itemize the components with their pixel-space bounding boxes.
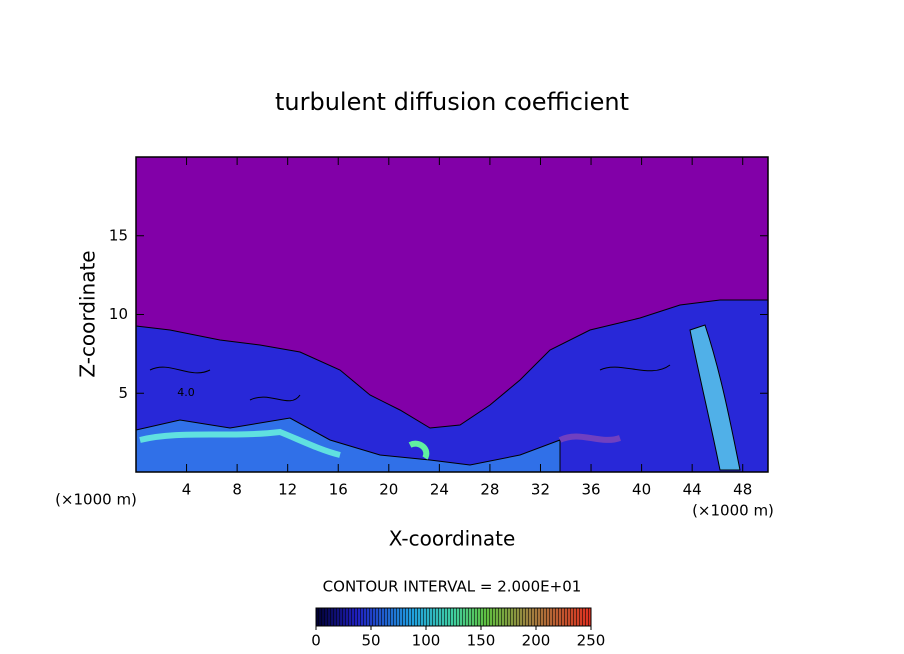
x-tick-label: 32 (531, 481, 550, 499)
contour-interval: CONTOUR INTERVAL = 2.000E+01 (323, 578, 582, 596)
colorbar-tick-label: 100 (412, 632, 441, 650)
x-tick-label: 44 (683, 481, 702, 499)
x-tick-label: 24 (430, 481, 449, 499)
x-tick-label: 12 (278, 481, 297, 499)
chart-title: turbulent diffusion coefficient (275, 88, 629, 116)
colorbar-tick-label: 0 (311, 632, 321, 650)
x-tick-label: 8 (232, 481, 242, 499)
y-tick-label: 15 (109, 226, 128, 244)
colorbar-lines (315, 607, 592, 627)
x-unit: (×1000 m) (692, 502, 774, 520)
x-tick-label: 16 (329, 481, 348, 499)
y-tick-label: 10 (109, 305, 128, 323)
x-axis-label: X-coordinate (389, 527, 516, 551)
x-tick-label: 36 (581, 481, 600, 499)
colorbar-tick-label: 150 (467, 632, 496, 650)
y-tick-label: 5 (118, 384, 128, 402)
x-tick-label: 48 (733, 481, 752, 499)
x-tick-label: 40 (632, 481, 651, 499)
y-unit: (×1000 m) (55, 491, 137, 509)
x-tick-label: 28 (480, 481, 499, 499)
colorbar-tick-label: 250 (577, 632, 606, 650)
x-tick-label: 20 (379, 481, 398, 499)
y-axis-label: Z-coordinate (76, 250, 100, 377)
colorbar-tick-label: 50 (361, 632, 380, 650)
field (136, 157, 768, 472)
contour-label: 4.0 (177, 386, 195, 399)
colorbar-tick-label: 200 (522, 632, 551, 650)
x-tick-label: 4 (182, 481, 192, 499)
